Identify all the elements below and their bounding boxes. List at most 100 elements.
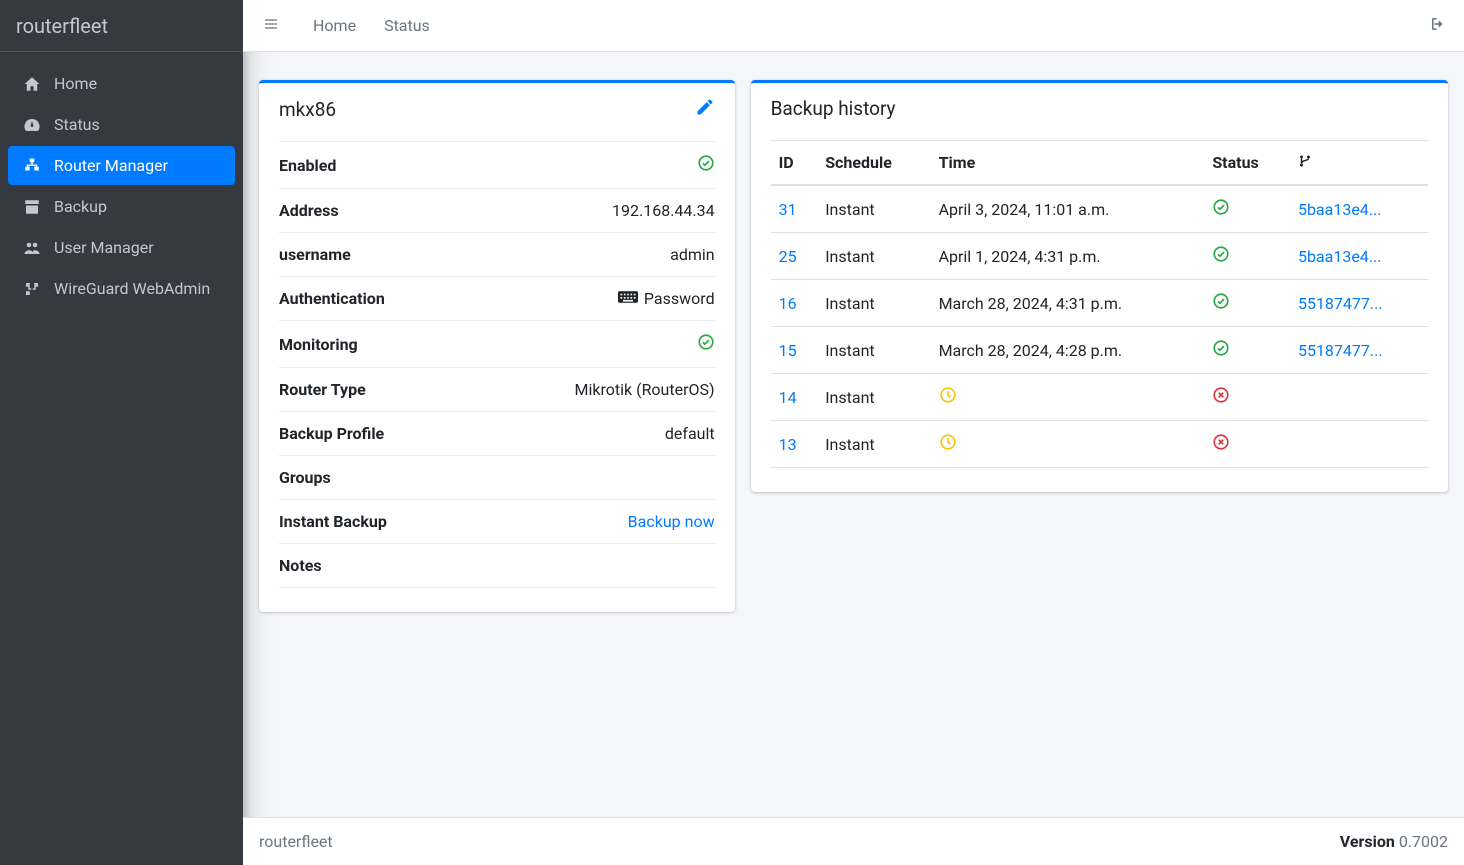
commit-hash-link[interactable]: 5baa13e4... [1298, 200, 1382, 219]
detail-label: Backup Profile [279, 424, 384, 443]
detail-row-monitoring: Monitoring [279, 320, 715, 367]
table-row: 31InstantApril 3, 2024, 11:01 a.m.5baa13… [771, 185, 1428, 233]
sidebar-item-label: Home [54, 74, 97, 93]
topnav: Home Status [243, 0, 1464, 52]
sidebar-item-label: Backup [54, 197, 107, 216]
detail-row-notes: Notes [279, 543, 715, 588]
backup-id-link[interactable]: 14 [779, 388, 797, 407]
detail-value: Backup now [628, 512, 715, 531]
detail-value: 192.168.44.34 [612, 201, 715, 220]
sidebar-item-user-manager[interactable]: User Manager [8, 228, 235, 267]
edit-router-button[interactable] [695, 97, 715, 121]
sidebar-item-label: Status [54, 115, 100, 134]
col-id: ID [771, 141, 818, 186]
sidebar-item-backup[interactable]: Backup [8, 187, 235, 226]
topnav-links: Home Status [313, 16, 430, 35]
x-circle-icon [1212, 389, 1230, 408]
archive-icon [22, 198, 42, 216]
detail-value [697, 333, 715, 355]
history-table: IDScheduleTimeStatus 31InstantApril 3, 2… [771, 140, 1428, 468]
sidebar-item-wireguard-webadmin[interactable]: WireGuard WebAdmin [8, 269, 235, 308]
footer-brand: routerfleet [259, 832, 333, 851]
brand[interactable]: routerfleet [0, 0, 243, 52]
history-card: Backup history IDScheduleTimeStatus 31In… [751, 80, 1448, 492]
col-status: Status [1204, 141, 1290, 186]
detail-value: Password [618, 289, 715, 308]
detail-row-groups: Groups [279, 455, 715, 499]
col-commit [1290, 141, 1428, 186]
detail-label: Address [279, 201, 339, 220]
detail-row-router-type: Router Type Mikrotik (RouterOS) [279, 367, 715, 411]
router-card: mkx86 Enabled Address 192.168.44.34 usernam… [259, 80, 735, 612]
detail-row-address: Address 192.168.44.34 [279, 188, 715, 232]
cell-schedule: Instant [817, 374, 930, 421]
router-name: mkx86 [279, 98, 336, 121]
detail-label: Notes [279, 556, 322, 575]
sidebar-item-home[interactable]: Home [8, 64, 235, 103]
detail-label: Router Type [279, 380, 366, 399]
edit-icon [695, 97, 715, 117]
cell-time: March 28, 2024, 4:28 p.m. [939, 341, 1123, 360]
cell-schedule: Instant [817, 421, 930, 468]
commit-hash-link[interactable]: 55187477... [1298, 294, 1383, 313]
branch-icon [1298, 153, 1312, 172]
logout-icon [1426, 15, 1444, 33]
check-circle-icon [697, 154, 715, 176]
history-title: Backup history [771, 97, 896, 120]
check-circle-icon [1212, 295, 1230, 314]
check-circle-icon [1212, 201, 1230, 220]
detail-value: default [665, 424, 715, 443]
check-circle-icon [1212, 342, 1230, 361]
sidebar-nav: Home Status Router Manager Backup User Manag… [0, 52, 243, 322]
detail-label: Monitoring [279, 335, 358, 354]
backup-id-link[interactable]: 13 [779, 435, 797, 454]
col-schedule: Schedule [817, 141, 930, 186]
table-row: 13 Instant [771, 421, 1428, 468]
tach-icon [22, 116, 42, 134]
cell-schedule: Instant [817, 233, 930, 280]
bars-icon [263, 16, 279, 32]
detail-value [697, 154, 715, 176]
sidebar-item-label: User Manager [54, 238, 154, 257]
menu-toggle-button[interactable] [257, 10, 285, 42]
commit-hash-link[interactable]: 5baa13e4... [1298, 247, 1382, 266]
main: Home Status mkx86 Enabled Address 192.168.4… [243, 0, 1464, 865]
users-icon [22, 239, 42, 257]
cell-time: April 3, 2024, 11:01 a.m. [939, 200, 1110, 219]
topnav-link-home[interactable]: Home [313, 16, 356, 35]
cell-schedule: Instant [817, 327, 930, 374]
detail-row-username: usernameadmin [279, 232, 715, 276]
table-row: 15 Instant March 28, 2024, 4:28 p.m. 551874… [771, 327, 1428, 374]
content: mkx86 Enabled Address 192.168.44.34 usernam… [243, 52, 1464, 817]
topnav-link-status[interactable]: Status [384, 16, 430, 35]
commit-hash-link[interactable]: 55187477... [1298, 341, 1383, 360]
backup-id-link[interactable]: 25 [779, 247, 797, 266]
sidebar: routerfleet Home Status Router Manager Back… [0, 0, 243, 865]
logout-button[interactable] [1420, 9, 1450, 43]
sidebar-item-status[interactable]: Status [8, 105, 235, 144]
check-circle-icon [1212, 248, 1230, 267]
backup-now-link[interactable]: Backup now [628, 512, 715, 531]
network-icon [22, 280, 42, 298]
detail-row-instant-backup: Instant BackupBackup now [279, 499, 715, 543]
sidebar-item-label: WireGuard WebAdmin [54, 279, 210, 298]
detail-row-enabled: Enabled [279, 141, 715, 188]
backup-id-link[interactable]: 31 [779, 200, 797, 219]
router-details: Enabled Address 192.168.44.34 usernameadmin… [259, 135, 735, 612]
cell-time: March 28, 2024, 4:31 p.m. [939, 294, 1123, 313]
backup-id-link[interactable]: 15 [779, 341, 797, 360]
clock-icon [939, 436, 957, 455]
detail-row-backup-profile: Backup Profile default [279, 411, 715, 455]
detail-value: Mikrotik (RouterOS) [575, 380, 715, 399]
clock-icon [939, 389, 957, 408]
table-row: 25InstantApril 1, 2024, 4:31 p.m.5baa13e… [771, 233, 1428, 280]
backup-id-link[interactable]: 16 [779, 294, 797, 313]
col-time: Time [931, 141, 1205, 186]
footer: routerfleet Version 0.7002 [243, 817, 1464, 865]
detail-label: Enabled [279, 156, 336, 175]
cell-schedule: Instant [817, 280, 930, 327]
table-row: 16 Instant March 28, 2024, 4:31 p.m. 551874… [771, 280, 1428, 327]
detail-label: Groups [279, 468, 331, 487]
x-circle-icon [1212, 436, 1230, 455]
sidebar-item-router-manager[interactable]: Router Manager [8, 146, 235, 185]
